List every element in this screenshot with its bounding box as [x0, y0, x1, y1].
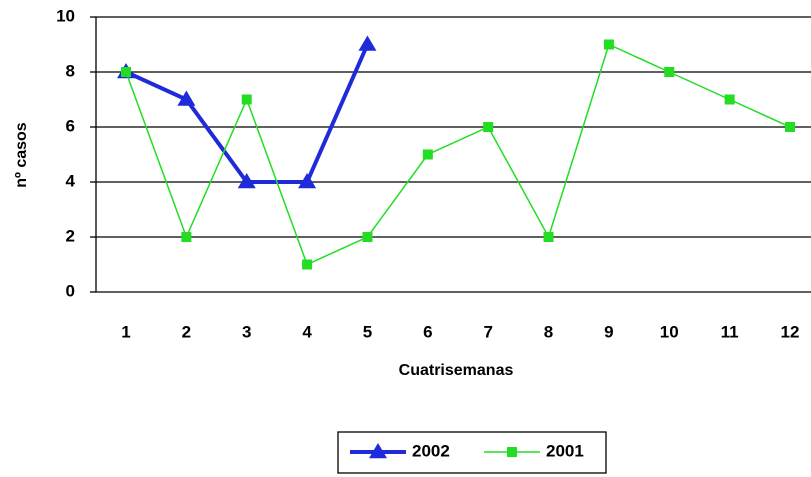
series-line — [125, 43, 370, 184]
x-tick-label: 2 — [182, 322, 191, 341]
marker — [177, 90, 196, 106]
marker — [237, 173, 256, 189]
x-tick-label: 10 — [660, 322, 679, 341]
marker — [121, 67, 131, 77]
x-tick-label: 1 — [121, 322, 130, 341]
x-tick-label: 8 — [544, 322, 553, 341]
y-axis-title: nº casos — [13, 122, 30, 188]
marker — [543, 232, 554, 242]
y-tick-label: 8 — [66, 61, 75, 80]
y-tick-label: 10 — [56, 6, 75, 25]
marker — [785, 122, 795, 132]
marker — [483, 122, 494, 132]
marker — [664, 67, 675, 77]
marker — [298, 173, 317, 189]
x-tick-label: 5 — [363, 322, 372, 341]
legend-label: 2002 — [412, 441, 450, 460]
marker — [181, 232, 192, 242]
series-line — [125, 43, 791, 266]
y-tick-label: 6 — [66, 116, 75, 135]
marker — [241, 94, 252, 105]
marker — [422, 149, 433, 160]
x-tick-label: 3 — [242, 322, 251, 341]
marker — [724, 94, 735, 105]
y-tick-label: 0 — [66, 281, 75, 300]
legend-box — [337, 431, 607, 474]
x-tick-label: 12 — [781, 322, 800, 341]
x-tick-label: 9 — [604, 322, 613, 341]
marker — [603, 39, 614, 50]
marker — [358, 35, 377, 51]
legend-marker — [369, 443, 387, 459]
x-tick-label: 6 — [423, 322, 432, 341]
y-tick-label: 4 — [66, 171, 76, 190]
x-tick-label: 11 — [721, 322, 739, 341]
marker — [302, 259, 313, 270]
marker — [362, 232, 373, 242]
y-tick-label: 2 — [66, 226, 75, 245]
x-tick-label: 4 — [302, 322, 312, 341]
x-axis-title: Cuatrisemanas — [399, 362, 514, 379]
legend-marker — [507, 447, 517, 457]
x-tick-label: 7 — [483, 322, 492, 341]
legend-label: 2001 — [546, 441, 584, 460]
